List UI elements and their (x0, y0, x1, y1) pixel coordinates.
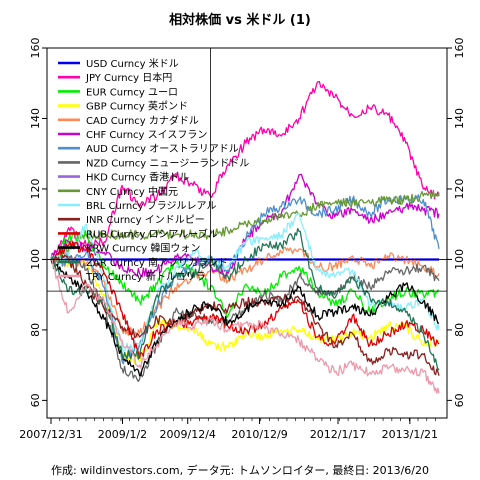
legend-entry-8: HKD Curncy 香港ドル (86, 172, 189, 184)
legend-entry-13: KRW Curncy 韓国ウォン (86, 243, 200, 255)
y-tick-label-right-3: 120 (453, 178, 466, 199)
y-tick-label-right-1: 80 (453, 323, 466, 337)
chart-caption: 作成: wildinvestors.com, データ元: トムソンロイター, 最… (51, 463, 429, 477)
legend-entry-14: ZAR Curncy 南アフリカランド (86, 256, 228, 269)
x-tick-label-1: 2009/1/2 (98, 428, 147, 441)
y-tick-label-left-3: 120 (29, 178, 42, 199)
legend-entry-5: CHF Curncy スイスフラン (86, 129, 207, 141)
y-tick-label-right-4: 140 (453, 108, 466, 129)
y-tick-label-left-4: 140 (29, 108, 42, 129)
legend-entry-0: USD Curncy 米ドル (86, 57, 179, 70)
x-tick-label-5: 2013/1/21 (382, 428, 438, 441)
legend-entry-4: CAD Curncy カナダドル (86, 114, 199, 127)
legend-entry-6: AUD Curncy オーストラリアドル (86, 143, 239, 155)
legend-entry-15: TRY Curncy 新トルコリラ (85, 270, 206, 283)
series-line-13 (50, 259, 440, 377)
legend-entry-1: JPY Curncy 日本円 (85, 71, 172, 84)
series-line-4 (50, 246, 440, 339)
legend-entry-7: NZD Curncy ニュージーランドドル (86, 157, 249, 169)
series-line-1 (50, 80, 440, 260)
series-line-11 (50, 254, 440, 376)
series-line-9 (50, 190, 440, 264)
series-line-15 (50, 258, 440, 394)
legend-entry-3: GBP Curncy 英ポンド (86, 100, 188, 113)
legend-entry-12: RUB Curncy ロシアルーブル (86, 227, 218, 240)
plot-frame (46, 47, 448, 419)
x-tick-label-4: 2012/1/17 (310, 428, 366, 441)
legend-entry-11: INR Curncy インドルピー (86, 214, 205, 226)
legend-entry-10: BRL Curncy ブラジルレアル (86, 199, 216, 212)
x-tick-label-0: 2007/12/31 (19, 428, 82, 441)
y-tick-label-left-5: 160 (29, 38, 42, 59)
legend-entry-2: EUR Curncy ユーロ (86, 87, 178, 98)
y-tick-label-right-2: 100 (453, 249, 466, 270)
x-tick-label-3: 2010/12/9 (231, 428, 287, 441)
legend-entry-9: CNY Curncy 中国元 (86, 185, 178, 198)
series-line-3 (50, 255, 440, 365)
chart-title: 相対株価 vs 米ドル (1) (169, 12, 311, 28)
y-tick-label-left-1: 80 (29, 323, 42, 337)
y-tick-label-left-0: 60 (29, 393, 42, 407)
x-tick-label-2: 2009/12/4 (160, 428, 216, 441)
y-tick-label-left-2: 100 (29, 249, 42, 270)
axes: 60 60 80 80 100 100 120 120 140 140 160 160 2007/12/… (19, 38, 466, 442)
y-tick-label-right-0: 60 (453, 393, 466, 407)
y-tick-label-right-5: 160 (453, 38, 466, 59)
series-line-12 (50, 240, 440, 359)
